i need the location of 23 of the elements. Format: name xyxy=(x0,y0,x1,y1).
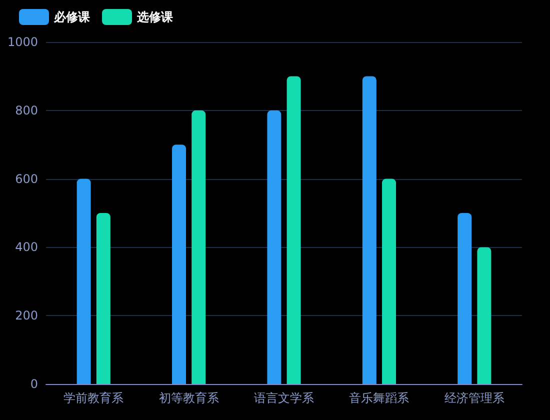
bar xyxy=(192,110,206,384)
bar xyxy=(362,76,376,384)
bar xyxy=(382,178,396,384)
bar xyxy=(477,247,492,384)
bar xyxy=(267,110,282,384)
bar xyxy=(458,213,472,384)
y-tick-label: 0 xyxy=(30,377,38,391)
x-tick-label: 学前教育系 xyxy=(64,391,124,405)
y-tick-label: 1000 xyxy=(7,35,38,49)
bar xyxy=(76,178,91,384)
x-tick-label: 语言文学系 xyxy=(254,391,314,405)
y-tick-label: 400 xyxy=(15,240,38,254)
y-tick-label: 800 xyxy=(15,103,38,118)
y-tick-label: 200 xyxy=(15,308,38,323)
legend-label: 选修课 xyxy=(136,10,173,24)
x-tick-label: 经济管理系 xyxy=(444,391,504,405)
x-tick-label: 音乐舞蹈系 xyxy=(349,391,410,405)
bar xyxy=(96,213,110,384)
x-tick-label: 初等教育系 xyxy=(158,391,219,405)
y-tick-label: 600 xyxy=(15,172,38,186)
legend-label: 必修课 xyxy=(53,10,90,24)
bar xyxy=(172,144,186,384)
bar xyxy=(286,76,301,384)
